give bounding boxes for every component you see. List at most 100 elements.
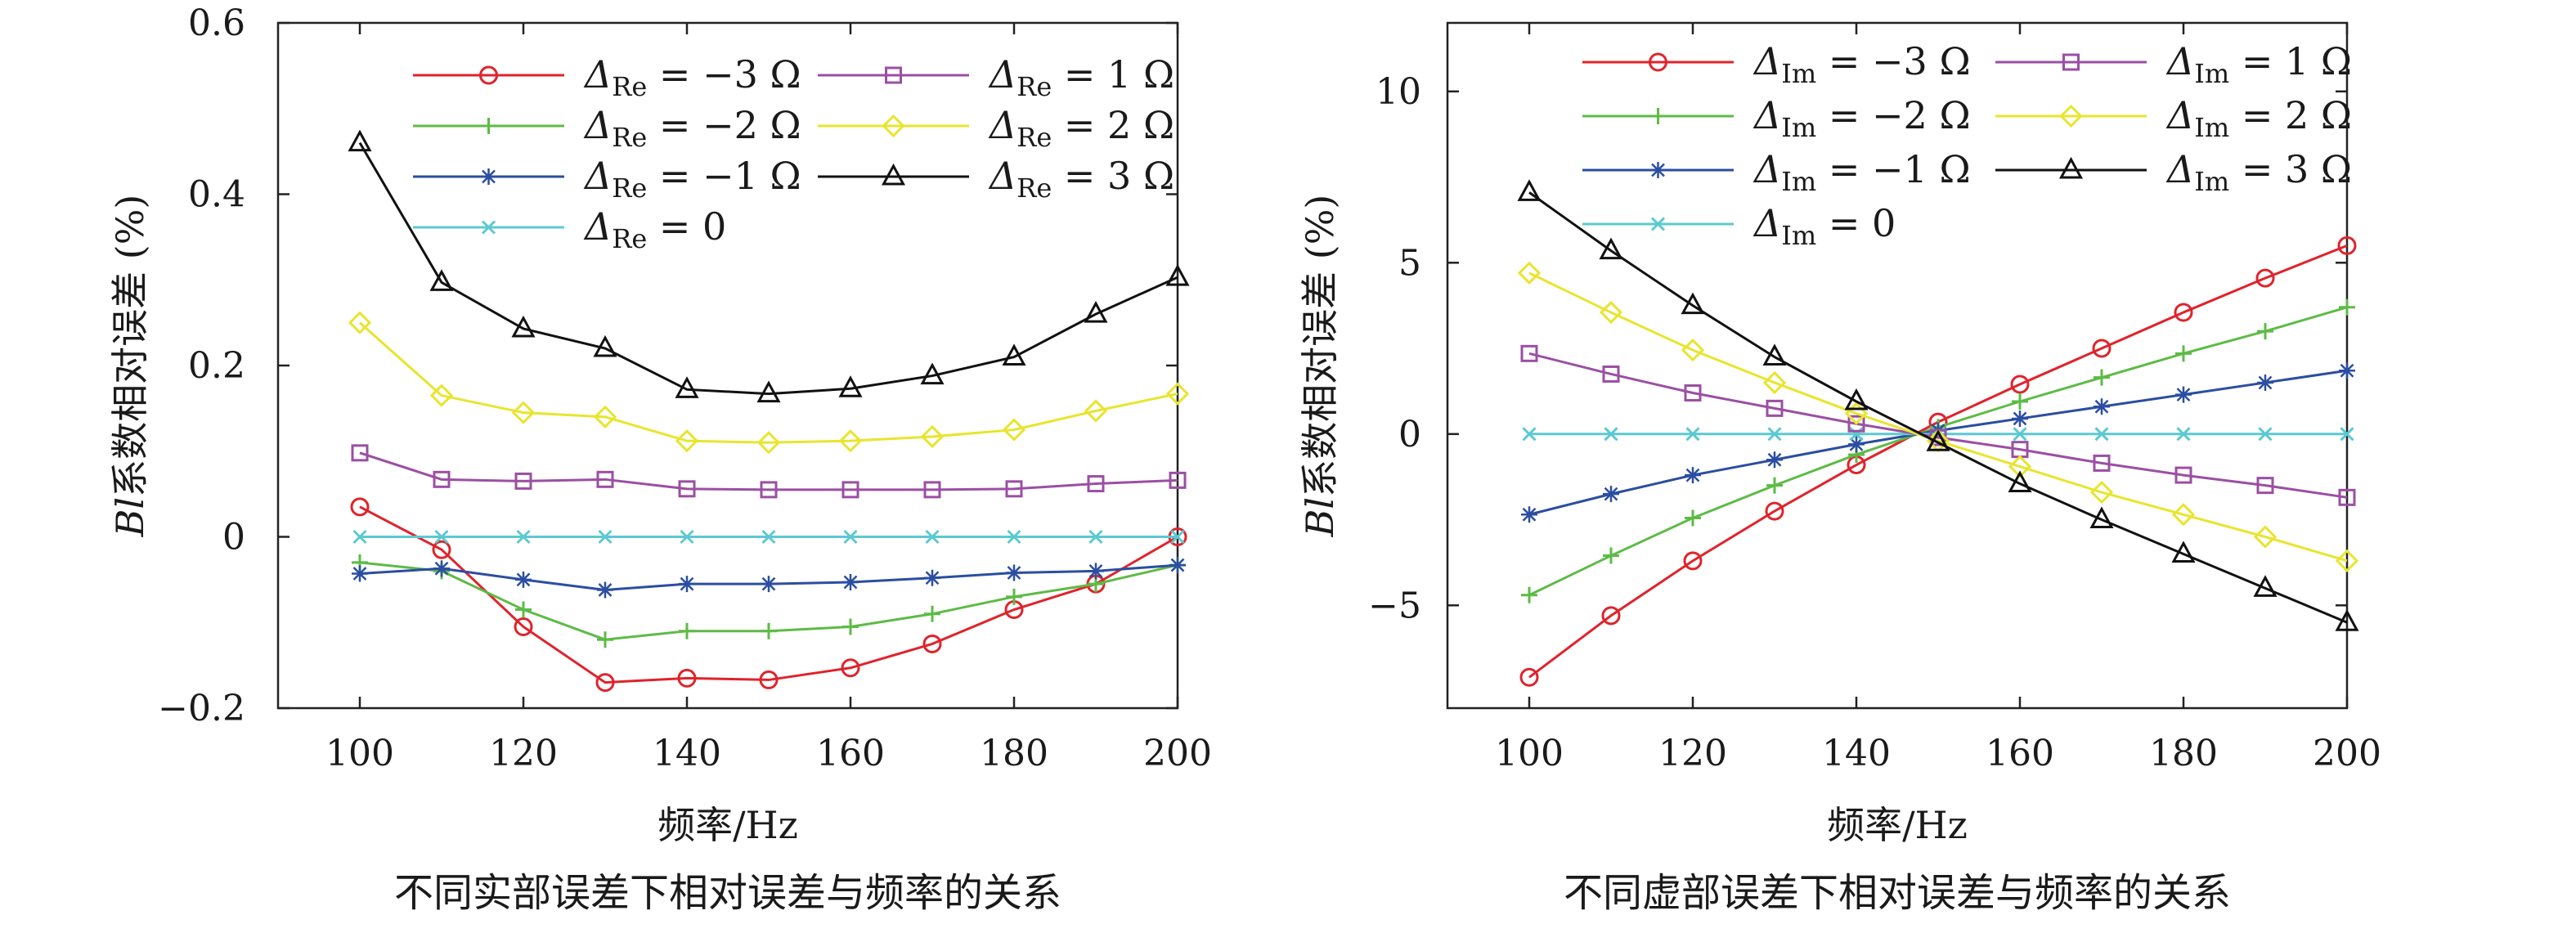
legend-entry: ΔIm = 0 <box>1582 201 1896 251</box>
data-point <box>593 405 617 428</box>
y-tick-label: 0.4 <box>188 174 245 216</box>
data-point <box>1603 486 1619 503</box>
data-point <box>348 311 372 334</box>
data-point <box>2174 466 2192 484</box>
legend-marker <box>2062 53 2080 71</box>
data-point <box>2171 503 2196 527</box>
data-point <box>1519 667 1539 687</box>
data-point <box>514 472 532 490</box>
legend-value: = 0 <box>647 204 726 249</box>
x-tick-label: 100 <box>1495 733 1564 774</box>
data-point <box>843 529 858 545</box>
data-point <box>1848 436 1865 453</box>
x-tick-label: 180 <box>980 733 1048 774</box>
data-point <box>2337 235 2357 255</box>
data-point <box>511 401 536 424</box>
data-point <box>2340 427 2354 442</box>
legend-value: = −2 Ω <box>1816 93 1970 137</box>
y-tick-label: 0 <box>1398 414 1421 455</box>
legend-marker <box>1649 108 1667 124</box>
legend-entry: ΔRe = 2 Ω <box>818 103 1174 153</box>
x-axis-label: 频率/Hz <box>657 803 798 847</box>
x-tick-label: 180 <box>2149 733 2218 774</box>
data-point <box>2258 427 2273 442</box>
x-axis-label: 频率/Hz <box>1827 803 1968 847</box>
data-point <box>1767 427 1782 442</box>
data-point <box>1681 292 1705 315</box>
data-point <box>2089 506 2114 529</box>
data-point <box>679 576 695 593</box>
legend-label: ΔRe = 2 Ω <box>988 103 1174 153</box>
data-point <box>675 429 699 453</box>
data-point <box>920 424 945 449</box>
legend-marker <box>882 114 905 138</box>
data-point <box>2094 398 2110 415</box>
legend-entry: ΔIm = −1 Ω <box>1582 147 1971 197</box>
data-point <box>1685 427 1700 442</box>
data-point <box>352 565 368 582</box>
data-point <box>2253 525 2278 549</box>
y-tick-label: 0.2 <box>188 345 245 387</box>
legend-entry: ΔRe = −1 Ω <box>413 154 801 204</box>
legend-marker <box>480 168 497 185</box>
legend-subscript: Im <box>2194 166 2229 197</box>
legend-delta: Δ <box>2165 93 2194 137</box>
data-point <box>920 362 945 385</box>
data-point <box>1002 343 1026 366</box>
legend-subscript: Im <box>2194 58 2229 89</box>
data-point <box>679 622 695 639</box>
data-point <box>2339 362 2355 379</box>
data-point <box>2012 392 2028 410</box>
data-point <box>2257 323 2273 340</box>
data-point <box>1169 557 1186 574</box>
legend-value: = −2 Ω <box>647 103 801 147</box>
y-axis-label-rest: 系数相对误差 (%) <box>1298 195 1342 497</box>
legend-marker <box>1650 217 1666 231</box>
data-point <box>759 670 779 689</box>
legend-delta: Δ <box>988 52 1016 96</box>
data-point <box>1165 263 1190 286</box>
x-tick-label: 140 <box>1822 733 1891 774</box>
data-point <box>1084 399 1108 423</box>
legend-entry: ΔRe = 3 Ω <box>818 154 1174 204</box>
legend-subscript: Im <box>2194 112 2229 143</box>
legend-delta: Δ <box>988 154 1016 198</box>
legend-label: ΔRe = 1 Ω <box>988 52 1174 102</box>
legend-label: ΔIm = 2 Ω <box>2165 93 2352 143</box>
data-point <box>2013 427 2027 442</box>
data-point <box>678 480 696 498</box>
legend-value: = 2 Ω <box>1052 103 1174 147</box>
data-point <box>1844 401 1869 425</box>
data-point <box>1603 547 1619 564</box>
legend-delta: Δ <box>583 103 612 147</box>
legend-marker <box>2059 104 2083 128</box>
data-point <box>2335 549 2359 572</box>
data-point <box>1006 588 1022 605</box>
data-point <box>680 529 694 545</box>
legend-entry: ΔIm = 2 Ω <box>1995 93 2352 143</box>
legend-entry: ΔRe = 0 <box>413 204 726 254</box>
data-point <box>1685 509 1701 527</box>
data-point <box>1766 399 1784 417</box>
data-point <box>2089 480 2114 505</box>
data-point <box>1088 529 1103 545</box>
data-point <box>597 581 613 599</box>
legend-delta: Δ <box>583 204 612 249</box>
data-point <box>675 376 699 398</box>
legend-delta: Δ <box>1752 93 1781 137</box>
y-tick-label: 0.6 <box>188 2 245 44</box>
series-line <box>359 321 1178 444</box>
data-point <box>1517 179 1542 201</box>
series-re-3 <box>352 529 1185 545</box>
legend-subscript: Re <box>1016 173 1052 204</box>
data-point <box>433 470 451 488</box>
y-axis-label: Bl系数相对误差 (%) <box>108 195 152 538</box>
data-point <box>1766 477 1783 494</box>
legend-label: ΔRe = −2 Ω <box>583 103 801 153</box>
legend-label: ΔRe = −1 Ω <box>583 154 801 204</box>
legend-entry: ΔIm = 1 Ω <box>1995 39 2352 89</box>
legend-value: = 2 Ω <box>2229 93 2352 137</box>
legend-subscript: Re <box>612 173 647 204</box>
series-re-1 <box>352 554 1186 648</box>
data-point <box>2256 477 2274 495</box>
